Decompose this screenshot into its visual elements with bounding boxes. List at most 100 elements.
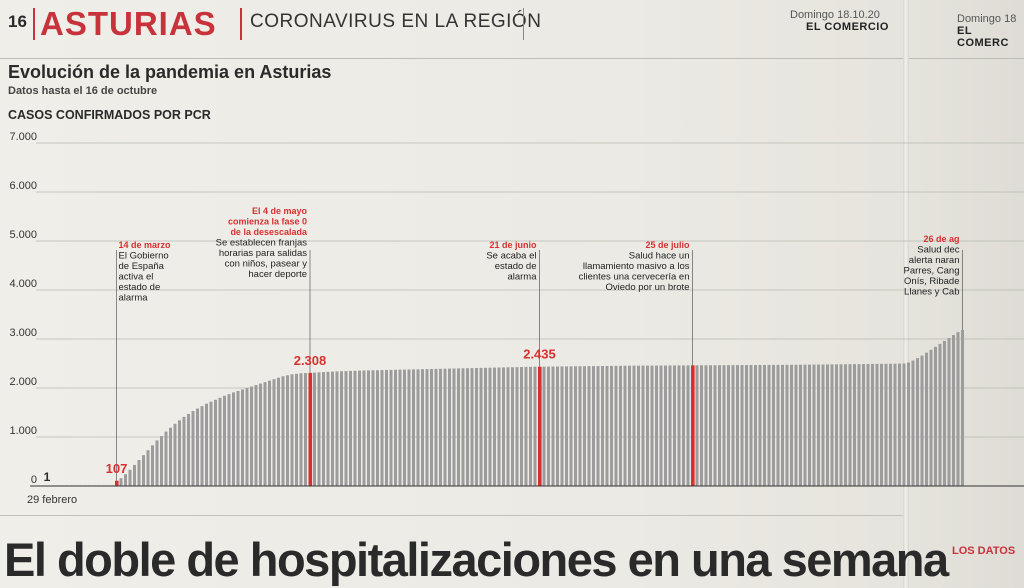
y-tick-label: 2.000 [9,376,37,388]
data-bar [502,367,505,486]
data-bar [628,365,631,486]
data-bar [709,365,712,486]
data-bar [128,469,132,486]
data-bar [146,450,150,486]
data-bar [772,364,775,486]
annotation-text: Salud hace un [629,251,690,262]
y-tick-label: 3.000 [9,327,37,339]
data-label: 1 [44,470,51,484]
data-bar [574,366,577,486]
annotation-text: alarma [119,293,149,304]
data-bar [673,365,676,486]
data-bar [236,390,240,486]
data-bar [493,367,496,486]
data-bar [475,368,478,486]
data-bar [340,371,343,486]
annotation-text: estado de [495,261,537,272]
data-bar [403,369,406,486]
data-bar [596,366,600,486]
data-bar [200,406,204,486]
y-tick-label: 4.000 [9,278,37,290]
data-bar [745,365,748,486]
data-bar [214,399,217,486]
data-bar [740,365,744,486]
data-bar [754,365,757,486]
page-number: 16 [8,12,27,31]
data-bar [376,370,379,486]
data-bar [182,416,186,486]
data-bar [322,372,325,486]
data-bar [569,366,573,486]
data-bar [124,474,127,486]
chart-subtitle: Datos hasta el 16 de octubre [8,85,158,97]
data-bar [601,365,604,486]
data-bar [223,395,226,486]
data-bar [178,420,181,486]
annotation-text: con niños, pasear y [225,259,308,270]
data-bar [439,368,442,486]
x-axis-first-label: 29 febrero [27,494,77,506]
issue-date: Domingo 18.10.20 [790,9,880,21]
y-tick-label: 5.000 [9,229,37,241]
data-bar [686,365,690,486]
data-bar [506,367,510,486]
data-bar [871,363,874,486]
data-bar [727,365,730,486]
annotation-text: Llanes y Cab [904,287,959,298]
annotation-text: horarias para salidas [219,248,307,259]
data-bar [326,371,330,486]
data-bar [430,368,433,486]
data-bar [763,364,766,486]
data-bar [434,368,438,486]
annotation-text: llamamiento masivo a los [583,261,690,272]
chart-title: Evolución de la pandemia en Asturias [8,62,332,82]
data-bar [632,365,636,486]
data-bar [610,365,613,486]
annotation-text: Oviedo por un brote [606,282,690,293]
data-bar [272,379,276,486]
data-bar [619,365,622,486]
data-bar [151,445,154,486]
data-bar [317,372,321,486]
annotation-text: activa el [119,272,154,283]
newspaper-name-next-page: EL COMERC [957,25,1009,49]
data-bar [781,364,784,486]
data-bar [898,363,901,486]
data-bar [299,373,303,486]
annotation-text: clientes una cervecería en [579,272,690,283]
data-bar [407,369,411,486]
data-bar [367,370,370,486]
data-bar [844,364,847,486]
data-bar [331,371,334,486]
data-bar [655,365,658,486]
data-bar [425,369,429,486]
data-bar [848,364,852,486]
data-bar [191,411,195,486]
data-bar [839,364,843,486]
annotation-date: El 4 de mayo [252,206,308,216]
data-bar [349,370,352,486]
data-bar [614,365,618,486]
data-bar [209,401,213,486]
data-bar [133,464,136,486]
annotation-date: de la desescalada [230,227,308,237]
data-bar [718,365,721,486]
data-bar [794,364,798,486]
data-bar [187,413,190,486]
data-bar [232,392,235,486]
header-rule [0,58,903,59]
data-bar [412,369,415,486]
data-bar [254,385,258,486]
data-bar [281,376,285,486]
data-bar [830,364,834,486]
data-bar [623,365,627,486]
data-bar [826,364,829,486]
data-bar [533,366,537,486]
data-bar [227,394,231,486]
data-bar [556,366,559,486]
data-bar [358,370,361,486]
annotation-text: alerta naran [909,255,960,266]
data-bar [916,358,919,486]
data-bar [470,368,474,486]
